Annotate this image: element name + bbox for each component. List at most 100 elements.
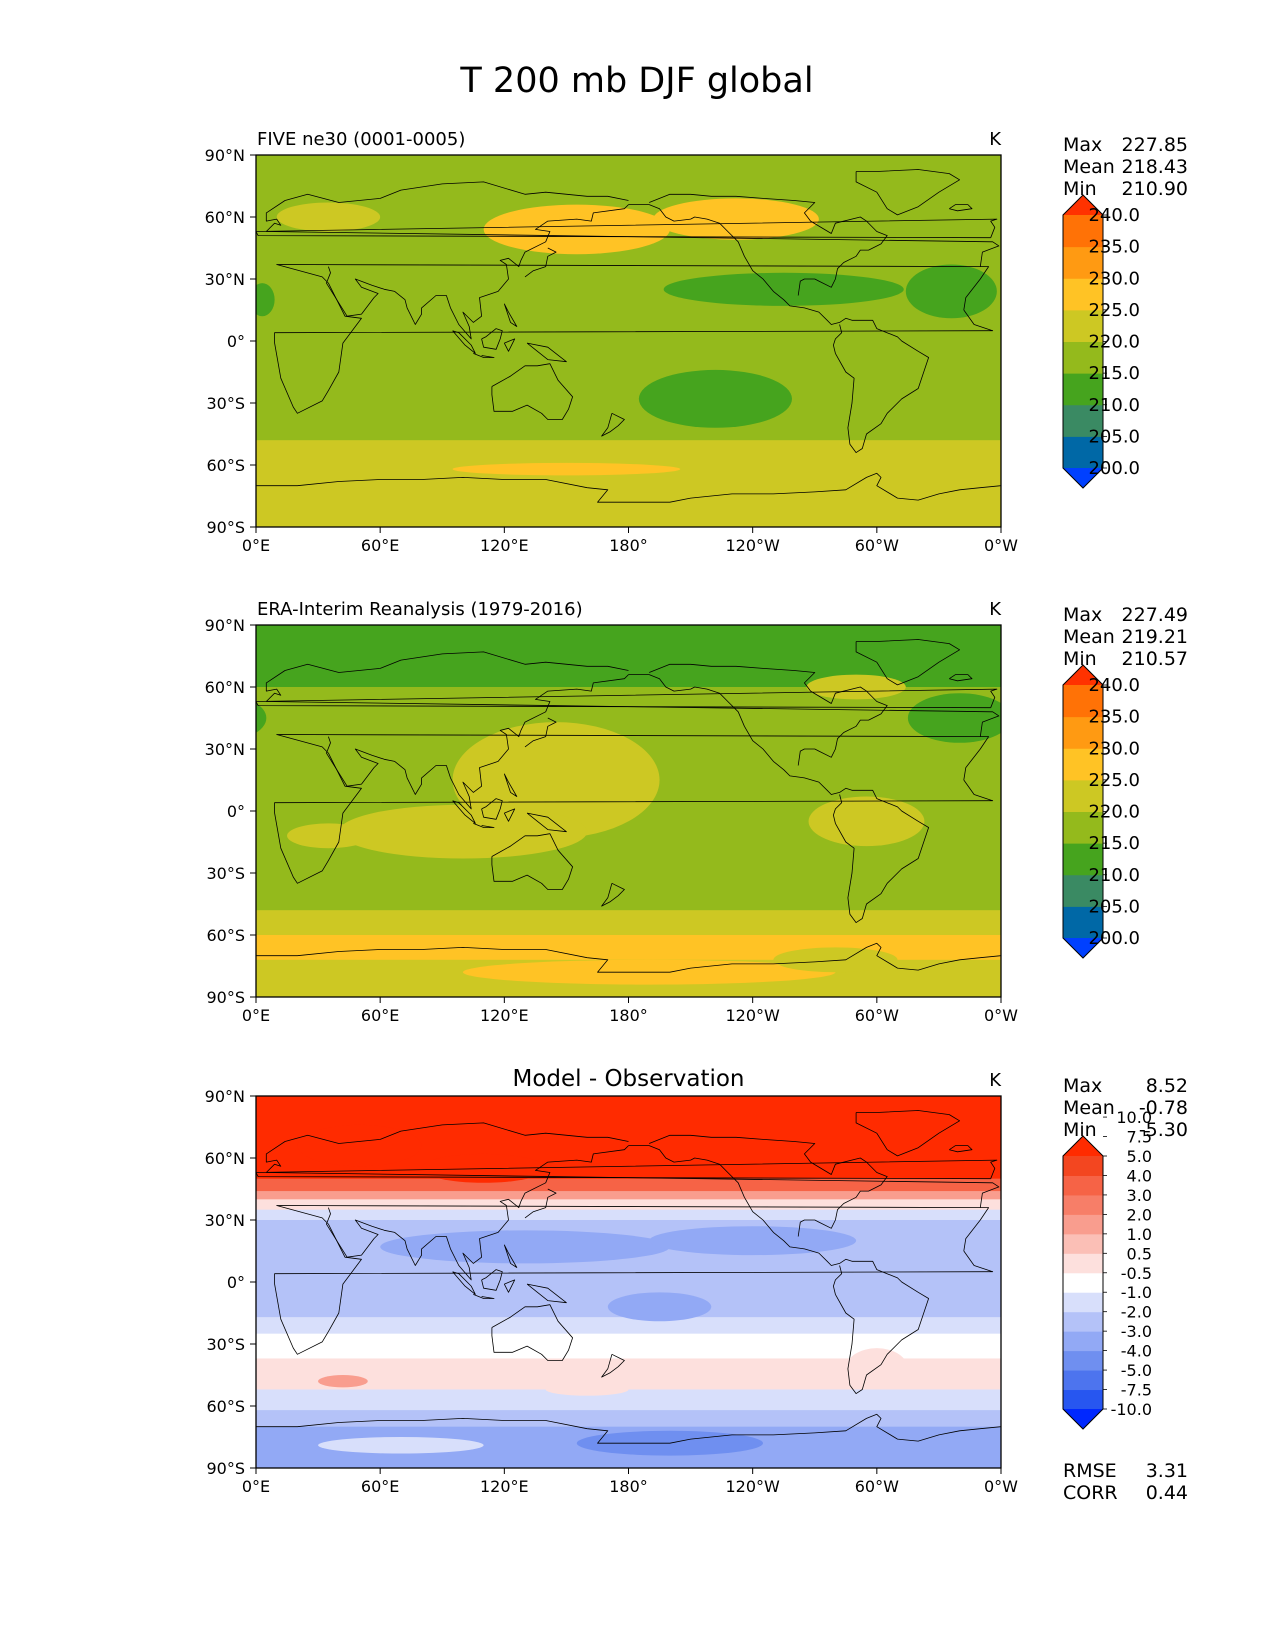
coastline [524,717,557,748]
x-tick-label: 60°W [855,1477,899,1496]
colorbar-segment [1063,215,1103,248]
colorbar-segment [1063,1389,1103,1410]
coastline [274,264,994,414]
colorbar-extend-bottom [1063,468,1103,488]
units-label: K [989,1070,1002,1091]
coastline [649,193,888,296]
coastline [256,688,998,709]
contour-region [318,1375,368,1388]
map-field [256,1096,1001,1468]
stat-label: Max [1063,1075,1102,1097]
contour-region [256,703,267,733]
colorbar: 240.0 235.0 230.0 225.0 220.0 215.0 210.0 205.0… [1062,194,1140,489]
colorbar-label: 215.0 [1088,363,1140,384]
colorbar-label: 200.0 [1088,458,1140,479]
coastline [526,1283,567,1304]
contour-region [773,947,898,973]
coastline [491,1304,573,1361]
colorbar-segment [1063,246,1103,279]
x-tick-label: 120°W [725,1477,780,1496]
colorbar-label: 220.0 [1088,332,1140,353]
coastline [503,1279,516,1293]
contour-region [256,283,275,317]
contour-region [907,693,1001,743]
contour-region [607,1292,712,1322]
y-tick-label: 90°N [205,1087,245,1106]
contour-band [256,155,1001,201]
y-tick-label: 60°N [205,208,245,227]
colorbar-label: -4.0 [1121,1342,1152,1361]
colorbar-label: 3.0 [1127,1186,1152,1205]
contour-region [649,1226,857,1256]
x-tick-label: 120°W [725,536,780,555]
coastline [481,1269,503,1291]
contour-band [256,440,1001,527]
colorbar-segment [1063,1175,1103,1196]
colorbar-label: 240.0 [1088,675,1140,696]
colorbar-segment [1063,1214,1103,1235]
coastline [452,800,476,824]
y-tick-label: 90°N [205,616,245,635]
coastline [325,204,629,340]
coastline [855,639,960,686]
coastline [503,1244,518,1268]
coastline [949,1145,973,1153]
contour-region [276,202,381,232]
figure-title: T 200 mb DJF global [459,61,813,101]
coastline [503,303,518,327]
coastline [274,1205,994,1355]
colorbar-label: 200.0 [1088,928,1140,949]
colorbar-extend-top [1063,665,1103,685]
x-tick-label: 60°W [855,1006,899,1025]
colorbar-label: -7.5 [1121,1381,1152,1400]
coastline [473,1294,495,1299]
coastline [325,674,629,810]
y-tick-label: 90°S [206,988,245,1007]
x-tick-label: 0°W [984,1006,1018,1025]
stat-label: Min [1063,178,1097,200]
y-tick-label: 60°N [205,1149,245,1168]
stat-label: Max [1063,134,1102,156]
coastline [256,218,998,239]
colorbar-extend-top [1063,195,1103,215]
colorbar-label: 10.0 [1116,1108,1152,1127]
coastline [481,798,503,820]
coastline [325,1145,629,1281]
contour-region [845,1348,908,1390]
stat-value: 210.90 [1122,178,1188,200]
y-tick-label: 30°S [206,394,245,413]
y-tick-label: 60°S [206,456,245,475]
x-tick-label: 60°W [855,536,899,555]
y-tick-label: 90°N [205,146,245,165]
coastline [949,674,973,682]
x-tick-label: 60°E [361,1006,399,1025]
x-tick-label: 60°E [361,1477,399,1496]
panel-difference: Model - Observation K 0°E 60°E 120°E 180° 120°… [205,1066,1188,1504]
contour-region [318,1437,484,1454]
coastline [649,663,888,766]
stat-value: 219.21 [1122,626,1188,648]
y-tick-label: 0° [227,802,245,821]
y-tick-label: 30°N [205,740,245,759]
coastlines [256,1110,1001,1444]
colorbar-segment [1063,906,1103,939]
colorbar-label: -2.0 [1121,1303,1152,1322]
y-tick-label: 60°S [206,926,245,945]
contour-region [287,823,370,849]
colorbar-label: 4.0 [1127,1166,1152,1185]
stat-label: Mean [1063,1097,1115,1119]
colorbar-segment [1063,278,1103,311]
colorbar-segment [1063,1350,1103,1371]
stat-label: Mean [1063,156,1115,178]
colorbar-segment [1063,404,1103,437]
colorbar-label: 230.0 [1088,268,1140,289]
x-tick-label: 120°E [480,1477,529,1496]
contour-region [653,198,819,240]
coastline [526,812,567,833]
coastline [601,1353,625,1378]
colorbar-segment [1063,1292,1103,1313]
coastline [628,1145,929,1394]
colorbar-label: 235.0 [1088,707,1140,728]
y-tick-label: 30°S [206,864,245,883]
